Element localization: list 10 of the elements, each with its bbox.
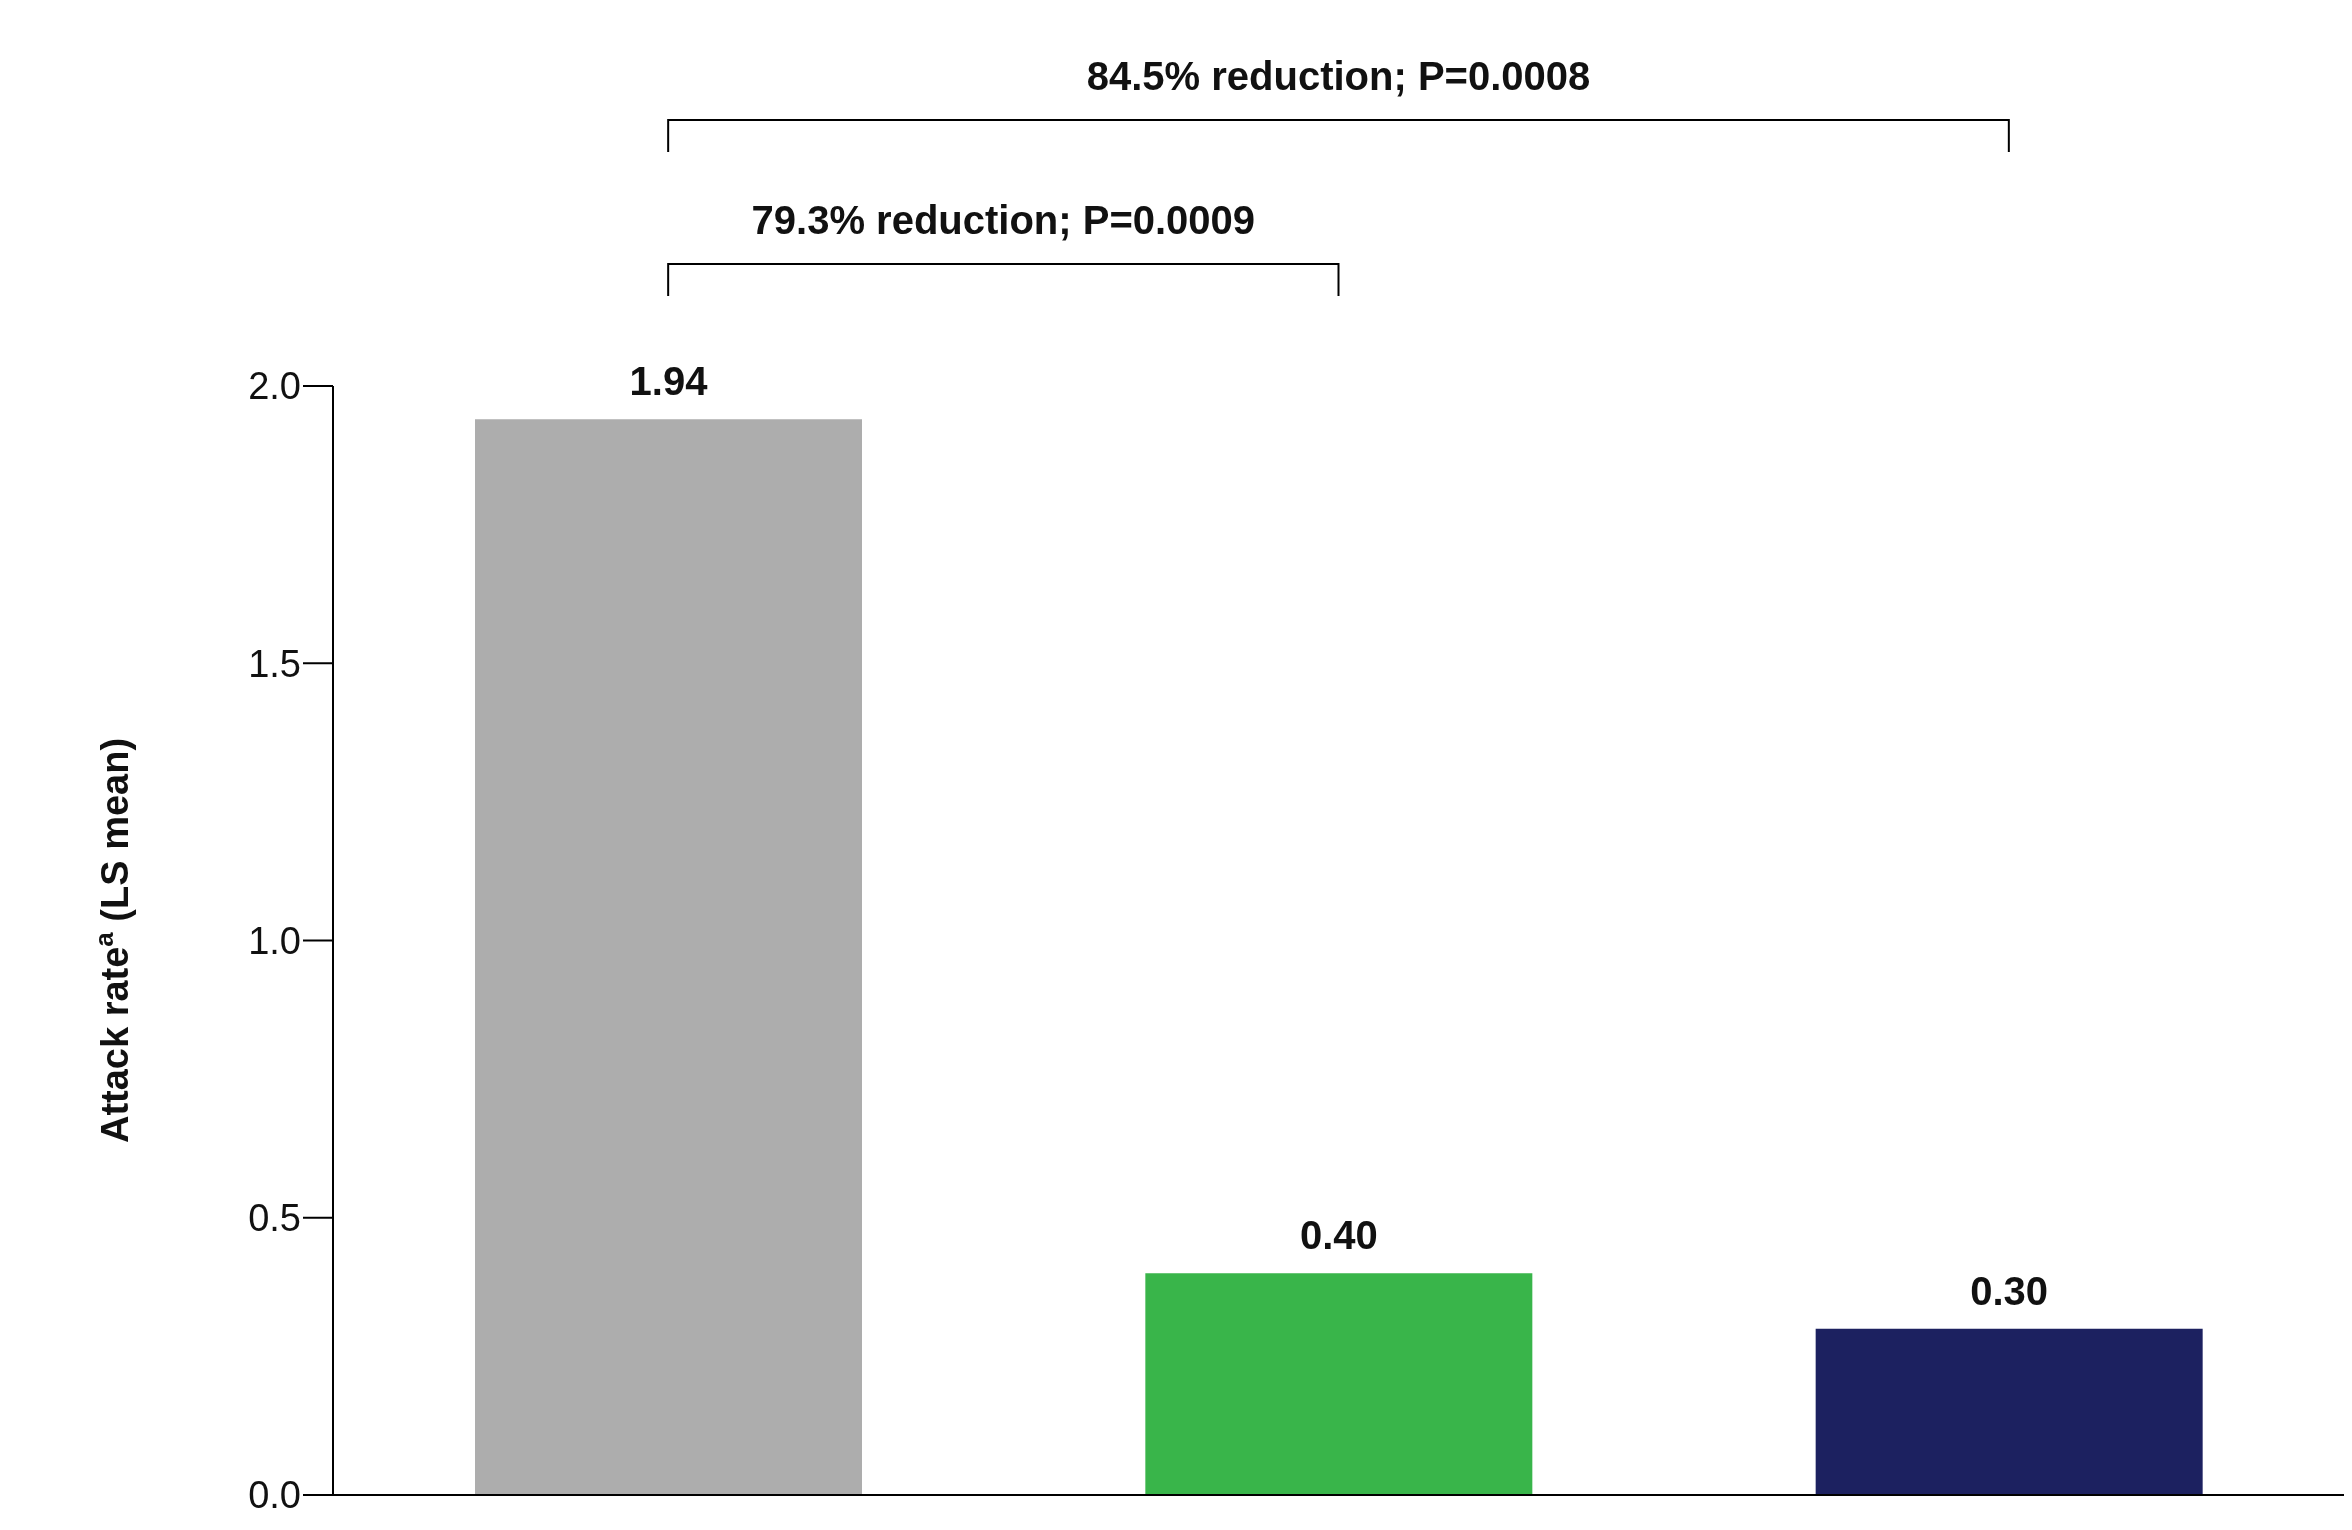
text: 79.3% reduction; P=0.0009 bbox=[751, 198, 1256, 242]
text: 84.5% reduction; P=0.0008 bbox=[1086, 54, 1591, 98]
y-tick-label: 0.5 bbox=[248, 1197, 301, 1240]
y-tick-label: 1.0 bbox=[248, 919, 301, 962]
data-label: 0.40 bbox=[1299, 1213, 1378, 1258]
y-tick-label: 2.0 bbox=[248, 365, 301, 408]
y-tick-label: 1.5 bbox=[248, 642, 301, 685]
data-label: 0.30 bbox=[1970, 1268, 2049, 1313]
data-label: 1.94 bbox=[629, 359, 709, 404]
y-tick-label: 0.0 bbox=[248, 1474, 301, 1517]
